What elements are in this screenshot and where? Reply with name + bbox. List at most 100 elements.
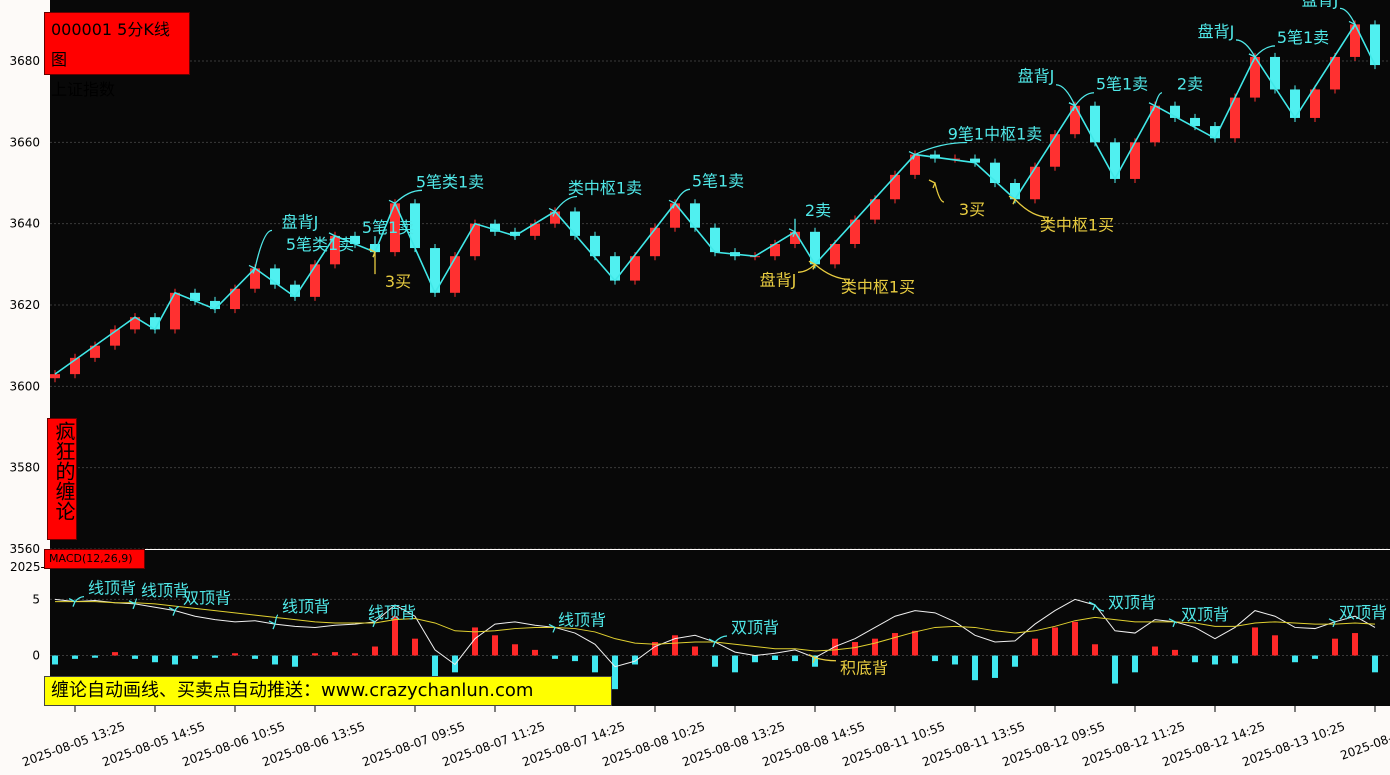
candle-body	[650, 227, 660, 257]
macd-bar	[352, 653, 358, 656]
candle-body	[710, 227, 720, 253]
annotation-label: 盘背J	[282, 212, 319, 231]
candle-body	[1090, 105, 1100, 143]
annotation-arrow	[1168, 618, 1178, 628]
candle-body	[790, 231, 800, 244]
macd-bar	[532, 649, 538, 656]
candle-body	[630, 256, 640, 281]
candle-body	[150, 317, 160, 330]
macd-bar	[1272, 635, 1278, 656]
annotation-arrow	[1248, 45, 1276, 63]
annotation-arrow	[248, 229, 273, 274]
macd-bar	[272, 655, 278, 665]
candle-body	[330, 235, 340, 265]
annotation-label: 9笔1中枢1卖	[948, 125, 1043, 144]
candle-body	[210, 300, 220, 310]
annotation-arrow	[128, 598, 138, 610]
candle-body	[1070, 105, 1080, 135]
candle-body	[870, 199, 880, 220]
candle-body	[110, 329, 120, 346]
candle-body	[1170, 105, 1180, 118]
annotation-arrow	[1328, 618, 1336, 628]
title-box: 000001 5分K线图 上证指数	[44, 12, 190, 99]
macd-bar	[412, 638, 418, 656]
annotation-label: 线顶背	[282, 597, 330, 616]
candle-body	[270, 268, 280, 285]
macd-bar	[112, 652, 118, 656]
annotation-label: 线顶背	[141, 581, 189, 600]
candle-body	[830, 244, 840, 265]
macd-tick-label: 0	[32, 648, 40, 662]
candle-body	[610, 256, 620, 281]
candle-body	[530, 223, 540, 236]
y-tick-label: 3660	[9, 135, 40, 149]
macd-bar	[1092, 644, 1098, 656]
annotation-label: 双顶背	[1181, 605, 1229, 624]
macd-bar	[1332, 638, 1338, 656]
macd-bar	[1232, 655, 1238, 664]
annotation-arrow	[68, 595, 85, 607]
candle-body	[1370, 24, 1380, 66]
annotation-arrow	[268, 614, 279, 630]
candle-body	[1010, 183, 1020, 200]
candle-body	[890, 174, 900, 200]
corner-label: 2025-	[10, 560, 45, 574]
macd-bar	[632, 655, 638, 665]
macd-bar	[592, 655, 598, 673]
annotation-arrow	[808, 654, 837, 663]
candle-body	[690, 203, 700, 228]
annotation-label: 5笔类1卖	[416, 172, 484, 191]
candle-body	[1250, 56, 1260, 98]
macd-bar	[72, 655, 78, 659]
candle-body	[550, 211, 560, 224]
macd-bar	[512, 644, 518, 656]
candle-body	[170, 292, 180, 330]
candle-body	[410, 203, 420, 249]
candle-body	[1190, 117, 1200, 127]
macd-bar	[1212, 655, 1218, 665]
candle-body	[1310, 89, 1320, 118]
macd-bar	[372, 646, 378, 656]
macd-bar	[172, 655, 178, 665]
macd-bar	[92, 655, 98, 658]
macd-bar	[672, 635, 678, 656]
macd-bar	[312, 653, 318, 656]
macd-bar	[1132, 655, 1138, 673]
candle-body	[670, 203, 680, 228]
candle-body	[1350, 24, 1360, 57]
macd-bar	[732, 655, 738, 673]
annotation-arrow	[168, 605, 180, 616]
y-tick-label: 3680	[9, 54, 40, 68]
macd-bar	[252, 655, 258, 659]
annotation-label: 双顶背	[183, 589, 231, 608]
annotation-arrow	[548, 623, 556, 633]
macd-bar	[1352, 633, 1358, 656]
annotation-label: 盘背J	[1302, 0, 1339, 9]
candle-body	[770, 244, 780, 257]
annotation-label: 盘背J	[1198, 22, 1235, 41]
annotation-label: 3买	[385, 272, 411, 291]
macd-bar	[1252, 627, 1258, 656]
annotation-label: 线顶背	[88, 579, 136, 598]
macd-bar	[52, 655, 58, 665]
annotation-label: 双顶背	[1108, 593, 1156, 612]
macd-bar	[1152, 646, 1158, 656]
annotation-arrow	[1008, 195, 1050, 218]
annotation-label: 积底背	[840, 659, 888, 678]
candle-body	[430, 248, 440, 293]
candle-body	[970, 158, 980, 163]
macd-bar	[212, 655, 218, 658]
annotation-label: 双顶背	[1339, 603, 1387, 622]
macd-bar	[192, 655, 198, 659]
y-tick-label: 3600	[9, 379, 40, 393]
y-tick-label: 3640	[9, 217, 40, 231]
banner: 缠论自动画线、买卖点自动推送：www.crazychanlun.com	[44, 676, 612, 706]
annotation-label: 5笔类1卖	[286, 235, 354, 254]
candle-body	[910, 154, 920, 175]
macd-bar	[952, 655, 958, 665]
candle-body	[850, 219, 860, 244]
candle-body	[350, 235, 360, 244]
annotation-arrow	[368, 618, 376, 628]
